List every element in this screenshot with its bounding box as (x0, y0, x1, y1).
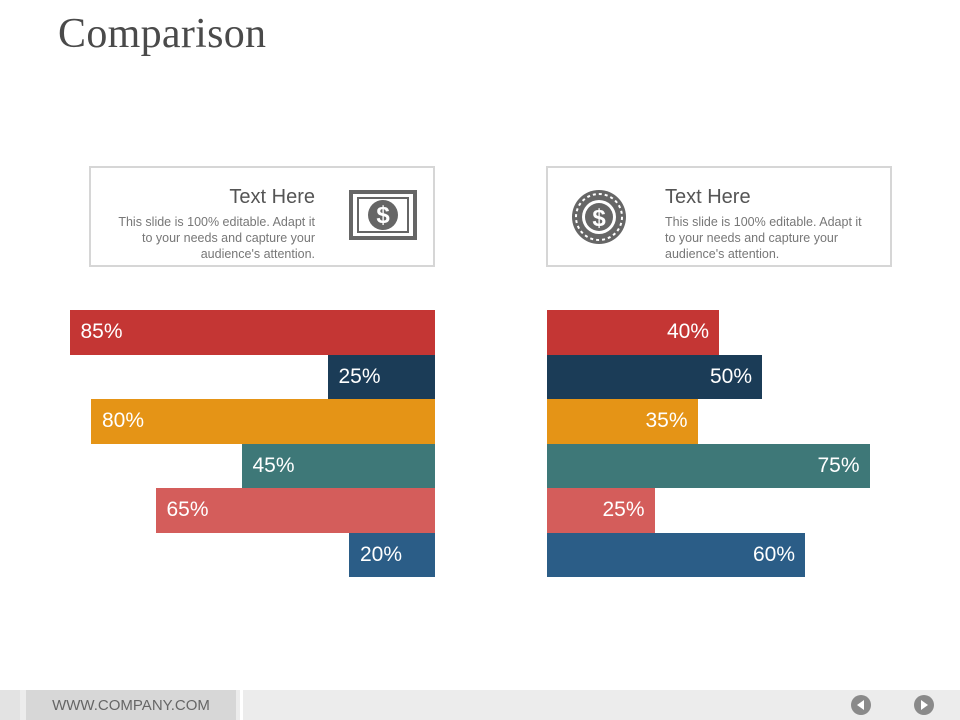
bar-label: 65% (166, 498, 209, 522)
comparison-card-right: $ Text Here This slide is 100% editable.… (546, 166, 892, 267)
footer-bar: WWW.COMPANY.COM (0, 690, 960, 720)
card-heading: Text Here (665, 186, 751, 208)
bar-right-3: 35% (547, 399, 698, 444)
next-arrow-icon[interactable] (914, 695, 934, 715)
footer-divider (240, 690, 243, 720)
bar-right-1: 40% (547, 310, 719, 355)
slide-title: Comparison (58, 11, 267, 57)
bar-right-5: 25% (547, 488, 655, 533)
bar-label: 60% (752, 542, 795, 566)
dollar-bill-icon: $ (349, 190, 417, 247)
bar-label: 50% (709, 364, 752, 388)
bar-right-4: 75% (547, 443, 870, 488)
dollar-coin-icon: $ (570, 188, 628, 251)
bar-label: 75% (817, 453, 860, 477)
footer-url: WWW.COMPANY.COM (26, 690, 236, 720)
bar-left-5: 65% (155, 488, 435, 533)
prev-arrow-icon[interactable] (851, 695, 871, 715)
card-body: This slide is 100% editable. Adapt it to… (118, 215, 315, 261)
card-body: This slide is 100% editable. Adapt it to… (665, 215, 862, 261)
bar-label: 25% (338, 364, 381, 388)
bar-chart-right: 40% 50% 35% 75% 25% 60% (547, 310, 947, 578)
bar-label: 20% (360, 542, 403, 566)
comparison-card-left: Text Here This slide is 100% editable. A… (89, 166, 435, 267)
card-heading: Text Here (229, 186, 315, 208)
bar-left-6: 20% (349, 532, 435, 577)
bar-label: 85% (80, 320, 123, 344)
svg-text:$: $ (376, 202, 390, 229)
bar-label: 80% (102, 409, 145, 433)
footer-strip (0, 690, 20, 720)
bar-label: 45% (252, 453, 295, 477)
bar-label: 40% (666, 320, 709, 344)
bar-label: 25% (602, 498, 645, 522)
bar-right-2: 50% (547, 354, 762, 399)
bar-left-2: 25% (327, 354, 435, 399)
bar-chart-left: 85% 25% 80% 45% 65% 20% (35, 310, 435, 578)
bar-left-3: 80% (91, 399, 435, 444)
bar-left-4: 45% (241, 443, 435, 488)
bar-right-6: 60% (547, 532, 805, 577)
bar-label: 35% (645, 409, 688, 433)
bar-left-1: 85% (69, 310, 435, 355)
svg-text:$: $ (592, 205, 606, 232)
